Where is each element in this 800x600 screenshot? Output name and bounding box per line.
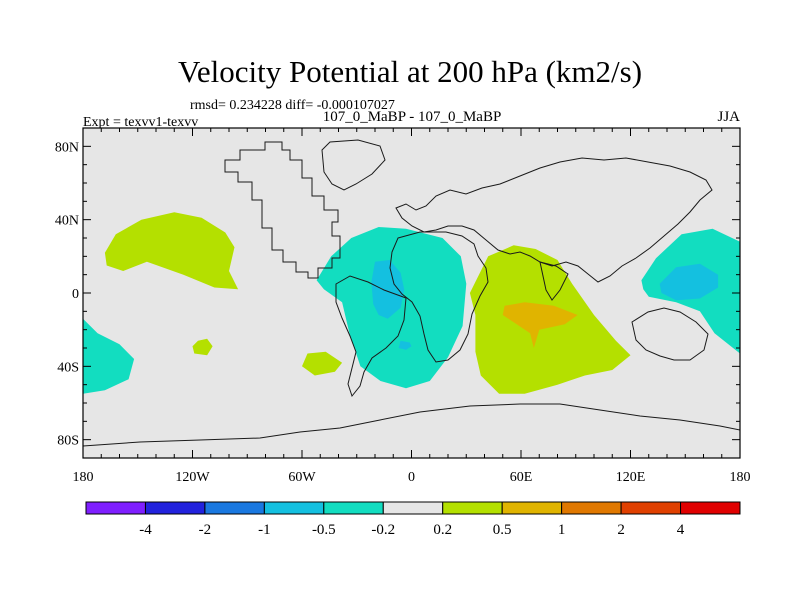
coastline-india — [539, 261, 569, 301]
coastline-north-america — [224, 141, 341, 279]
anomaly-south-america-small-positive — [302, 351, 343, 376]
y-tick-label: 40S — [57, 360, 79, 375]
colorbar-label: -0.2 — [371, 522, 395, 538]
x-tick-label: 120E — [616, 470, 646, 485]
colorbar-swatch — [323, 501, 384, 515]
colorbar-label: 2 — [617, 522, 625, 538]
anomaly-north-pacific-positive — [104, 212, 239, 290]
colorbar-swatch — [620, 501, 682, 515]
anomaly-south-atlantic-small-negative — [398, 340, 412, 350]
colorbar-swatch — [501, 501, 563, 515]
y-tick-label: 40N — [55, 214, 79, 229]
colorbar-label: -1 — [258, 522, 271, 538]
case-label: 107_0_MaBP - 107_0_MaBP — [323, 109, 502, 125]
y-tick-label: 80N — [55, 140, 79, 155]
colorbar-swatch — [144, 501, 206, 515]
anomaly-atlantic-strong-negative — [371, 260, 405, 319]
coastline-greenland — [321, 139, 386, 191]
x-tick-label: 60W — [288, 470, 316, 485]
colorbar-label: 0.5 — [493, 522, 512, 538]
anomaly-southeast-pacific-negative — [83, 318, 135, 394]
colorbar-swatch — [442, 501, 503, 515]
anomaly-south-pacific-small-positive — [192, 338, 213, 356]
colorbar-swatch — [561, 501, 622, 515]
experiment-label: Expt = texvv1-texvv — [83, 115, 198, 130]
x-tick-label: 180 — [73, 470, 94, 485]
colorbar-swatch — [382, 501, 444, 515]
x-tick-label: 180 — [730, 470, 751, 485]
y-tick-label: 0 — [72, 287, 79, 302]
anomaly-indian-ocean-strong-positive — [502, 302, 578, 348]
colorbar-swatch — [85, 501, 146, 515]
x-tick-label: 120W — [175, 470, 210, 485]
colorbar-swatch — [204, 501, 265, 515]
colorbar-swatch — [263, 501, 325, 515]
coastline-eurasia — [395, 157, 713, 283]
colorbar-label: -4 — [139, 522, 152, 538]
colorbar-label: -2 — [199, 522, 212, 538]
colorbar-label: 4 — [677, 522, 685, 538]
coastline-south-america — [335, 275, 407, 398]
x-tick-label: 0 — [408, 470, 415, 485]
coastline-africa — [389, 231, 489, 363]
season-label: JJA — [717, 109, 740, 125]
coastline-antarctica — [83, 403, 740, 447]
colorbar-label: 0.2 — [433, 522, 452, 538]
x-tick-label: 60E — [510, 470, 533, 485]
coastline-australia — [631, 307, 709, 361]
colorbar-swatch — [680, 501, 741, 515]
anomaly-west-pacific-strong-negative — [659, 263, 719, 301]
colorbar-label: -0.5 — [312, 522, 336, 538]
chart-title: Velocity Potential at 200 hPa (km2/s) — [178, 54, 642, 89]
stats-line: rmsd= 0.234228 diff= -0.000107027 — [190, 98, 395, 113]
colorbar-label: 1 — [558, 522, 566, 538]
y-tick-label: 80S — [57, 434, 79, 449]
